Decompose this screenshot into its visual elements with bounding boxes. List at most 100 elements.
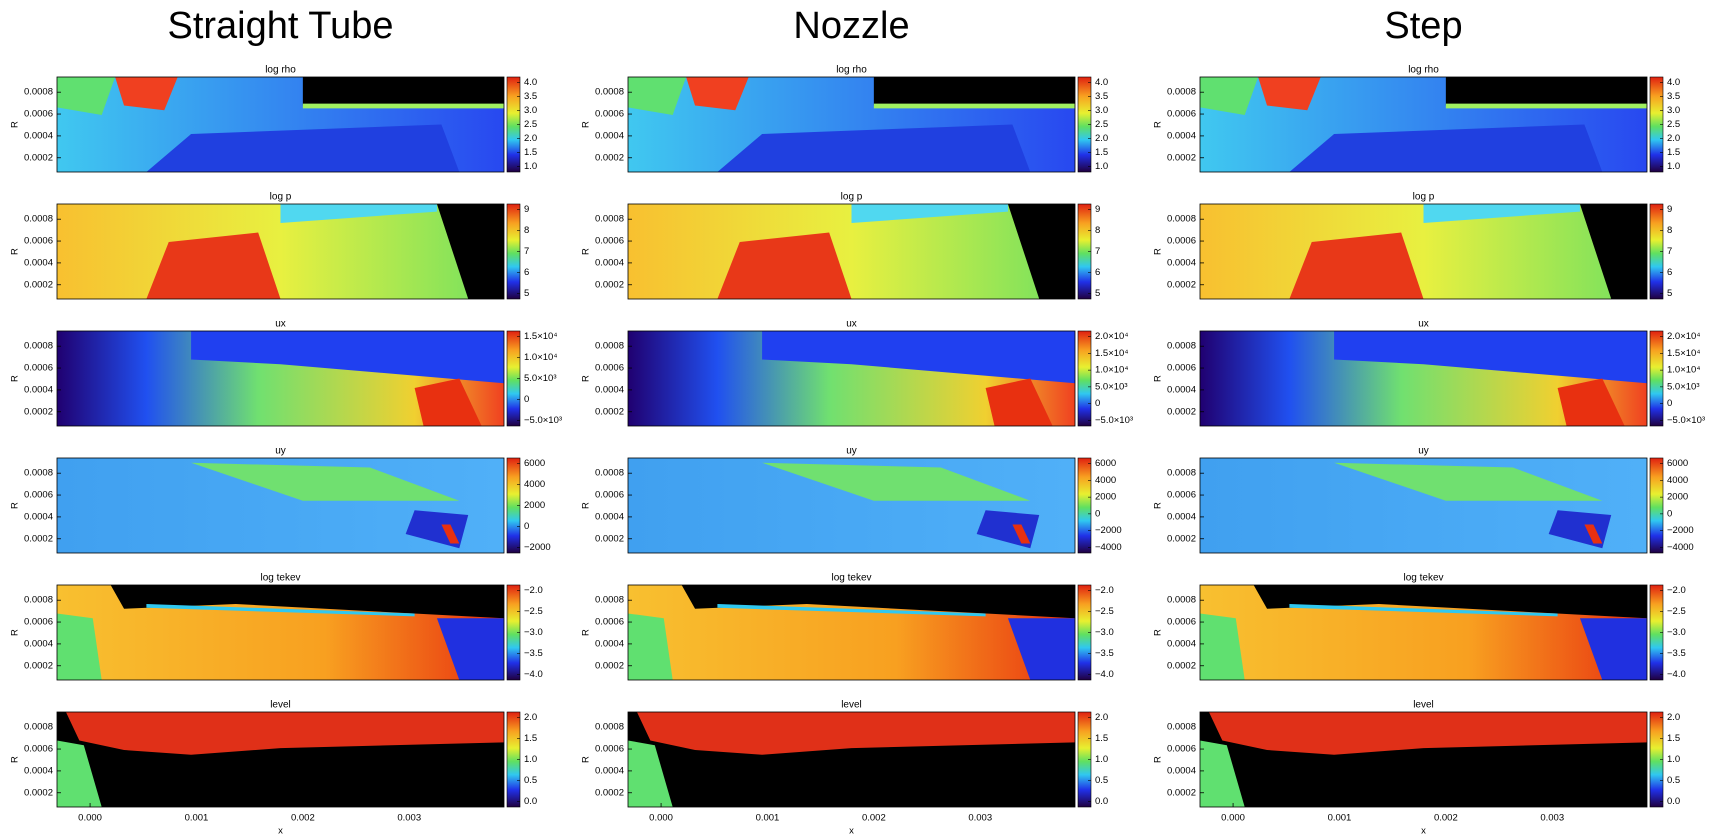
y-axis-label: R — [581, 502, 592, 509]
panel-title: ux — [846, 319, 857, 330]
panel-title: uy — [846, 446, 857, 457]
colorbar — [1078, 458, 1091, 553]
colorbar-label: 5.0×10³ — [524, 373, 557, 384]
colorbar-label: 8 — [1667, 225, 1672, 236]
y-tick-label: 0.0006 — [24, 490, 53, 501]
y-tick-label: 0.0006 — [595, 490, 624, 501]
panel-title: log p — [270, 192, 292, 203]
colorbar-label: 3.0 — [1667, 105, 1680, 116]
field-image — [628, 712, 1075, 807]
y-tick-label: 0.0002 — [24, 787, 53, 798]
colorbar-label: 7 — [1095, 246, 1100, 257]
colorbar-label: 5.0×10³ — [1095, 381, 1128, 392]
colorbar-label: −2.0 — [1667, 585, 1686, 596]
colorbar-label: 5.0×10³ — [1667, 381, 1700, 392]
colorbar-label: −3.0 — [1095, 627, 1114, 638]
colorbar-label: 6000 — [1667, 458, 1688, 469]
y-tick-label: 0.0006 — [24, 744, 53, 755]
y-tick-label: 0.0006 — [1167, 236, 1196, 247]
y-tick-label: 0.0006 — [1167, 617, 1196, 628]
field-image — [57, 331, 504, 426]
colorbar-label: 1.0×10⁴ — [524, 352, 557, 363]
colorbar-label: 1.0 — [1667, 161, 1680, 172]
y-tick-label: 0.0002 — [24, 406, 53, 417]
y-tick-label: 0.0006 — [595, 363, 624, 374]
y-tick-label: 0.0008 — [595, 87, 624, 98]
colorbar — [1650, 458, 1663, 553]
colorbar-label: 4.0 — [1667, 77, 1680, 88]
field-image — [1200, 712, 1647, 807]
y-tick-label: 0.0006 — [24, 236, 53, 247]
y-tick-label: 0.0008 — [595, 214, 624, 225]
colorbar-label: 0.0 — [524, 796, 537, 807]
field-image — [628, 204, 1075, 299]
colorbar-label: 9 — [524, 204, 529, 215]
colorbar-label: −2000 — [1095, 525, 1122, 536]
panel-title: uy — [275, 446, 286, 457]
colorbar-label: 6000 — [1095, 458, 1116, 469]
x-tick-label: 0.002 — [1434, 813, 1458, 824]
y-tick-label: 0.0006 — [24, 363, 53, 374]
y-tick-label: 0.0002 — [24, 152, 53, 163]
y-tick-label: 0.0008 — [595, 341, 624, 352]
field-image — [1200, 585, 1647, 680]
y-axis-label: R — [10, 121, 21, 128]
y-tick-label: 0.0006 — [1167, 490, 1196, 501]
y-tick-label: 0.0004 — [595, 130, 624, 141]
colorbar-label: 5 — [1667, 288, 1672, 299]
colorbar-label: 7 — [524, 246, 529, 257]
colorbar-label: −3.5 — [1095, 648, 1114, 659]
colorbar-label: 0 — [1667, 398, 1672, 409]
y-tick-label: 0.0002 — [24, 660, 53, 671]
colorbar-label: 1.5×10⁴ — [1667, 348, 1700, 359]
y-tick-label: 0.0002 — [24, 279, 53, 290]
y-axis-label: R — [1153, 248, 1164, 255]
y-tick-label: 0.0004 — [24, 765, 53, 776]
colorbar-label: −4.0 — [1667, 669, 1686, 680]
y-axis-label: R — [1153, 502, 1164, 509]
y-tick-label: 0.0002 — [1167, 406, 1196, 417]
field-image — [628, 585, 1075, 680]
colorbar-label: 0.5 — [1667, 775, 1680, 786]
x-tick-label: 0.003 — [1540, 813, 1564, 824]
field-region — [1446, 77, 1647, 106]
colorbar-label: 4.0 — [524, 77, 537, 88]
y-tick-label: 0.0008 — [595, 722, 624, 733]
y-tick-label: 0.0006 — [24, 109, 53, 120]
y-tick-label: 0.0008 — [24, 87, 53, 98]
panel-title: log tekev — [260, 573, 300, 584]
y-axis-label: R — [10, 248, 21, 255]
colorbar-label: 1.0 — [1095, 754, 1108, 765]
colorbar-label: −2.0 — [524, 585, 543, 596]
y-tick-label: 0.0004 — [1167, 765, 1196, 776]
colorbar — [1650, 331, 1663, 426]
colorbar-label: 5 — [1095, 288, 1100, 299]
colorbar-label: 5 — [524, 288, 529, 299]
colorbar-label: 3.5 — [1667, 91, 1680, 102]
colorbar — [1078, 331, 1091, 426]
y-tick-label: 0.0006 — [595, 236, 624, 247]
y-tick-label: 0.0008 — [24, 214, 53, 225]
y-tick-label: 0.0006 — [1167, 744, 1196, 755]
column-title: Straight Tube — [167, 5, 393, 47]
y-tick-label: 0.0002 — [595, 660, 624, 671]
panel-title: level — [1413, 700, 1434, 711]
colorbar-label: 2.0 — [1095, 712, 1108, 723]
y-tick-label: 0.0006 — [595, 744, 624, 755]
colorbar-label: 0 — [524, 521, 529, 532]
x-tick-label: 0.000 — [649, 813, 673, 824]
colorbar-label: 2.0×10⁴ — [1095, 331, 1128, 342]
colorbar-label: 1.5×10⁴ — [524, 331, 557, 342]
colorbar-label: 3.5 — [1095, 91, 1108, 102]
colorbar-label: 0.0 — [1095, 796, 1108, 807]
y-tick-label: 0.0004 — [1167, 511, 1196, 522]
colorbar-label: −2000 — [524, 542, 551, 553]
colorbar-label: 3.5 — [524, 91, 537, 102]
y-tick-label: 0.0002 — [24, 533, 53, 544]
field-image — [628, 331, 1075, 426]
y-tick-label: 0.0004 — [595, 511, 624, 522]
y-tick-label: 0.0008 — [1167, 87, 1196, 98]
x-tick-label: 0.001 — [756, 813, 780, 824]
y-axis-label: R — [1153, 629, 1164, 636]
colorbar-label: 6000 — [524, 458, 545, 469]
